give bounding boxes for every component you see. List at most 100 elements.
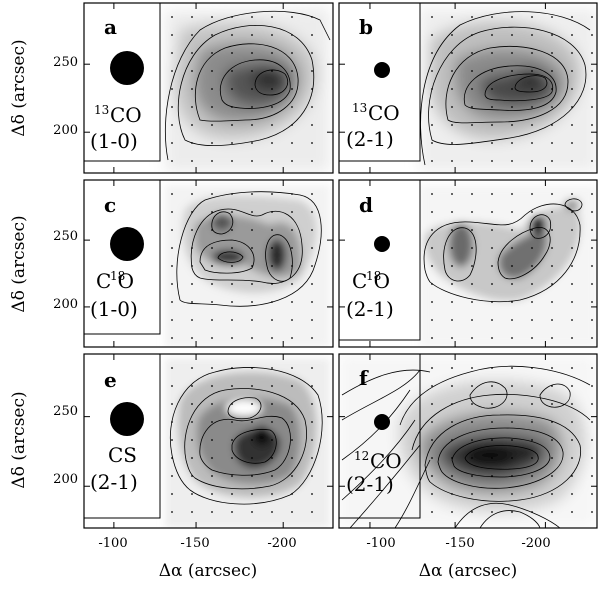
grid-dot (251, 34, 253, 36)
grid-dot (191, 319, 193, 321)
grid-dot (511, 193, 513, 195)
grid-dot (231, 106, 233, 108)
grid-dot (451, 88, 453, 90)
grid-dot (511, 493, 513, 495)
grid-dot (311, 265, 313, 267)
grid-dot (511, 457, 513, 459)
grid-dot (551, 283, 553, 285)
grid-dot (291, 211, 293, 213)
grid-dot (491, 457, 493, 459)
grid-dot (311, 319, 313, 321)
grid-dot (231, 193, 233, 195)
grid-dot (431, 403, 433, 405)
grid-dot (191, 301, 193, 303)
grid-dot (251, 475, 253, 477)
grid-dot (171, 301, 173, 303)
grid-dot (271, 385, 273, 387)
grid-dot (431, 124, 433, 126)
grid-dot (531, 439, 533, 441)
grid-dot (551, 367, 553, 369)
grid-dot (571, 88, 573, 90)
grid-dot (251, 16, 253, 18)
grid-dot (531, 301, 533, 303)
panel-b (338, 2, 598, 174)
grid-dot (491, 385, 493, 387)
grid-dot (271, 16, 273, 18)
grid-dot (271, 421, 273, 423)
grid-dot (451, 142, 453, 144)
grid-dot (211, 265, 213, 267)
grid-dot (191, 385, 193, 387)
grid-dot (231, 70, 233, 72)
grid-dot (311, 193, 313, 195)
beam-d (374, 236, 390, 252)
grid-dot (231, 301, 233, 303)
grid-dot (251, 319, 253, 321)
panel-b-label: b (359, 15, 373, 39)
panel-b-species: 13 CO (2-1) (346, 101, 400, 151)
grid-dot (511, 52, 513, 54)
grid-dot (591, 211, 593, 213)
xtick-right-neg150: -150 (445, 536, 474, 551)
grid-dot (511, 211, 513, 213)
grid-dot (311, 160, 313, 162)
grid-dot (571, 160, 573, 162)
grid-dot (571, 211, 573, 213)
grid-dot (551, 475, 553, 477)
grid-dot (511, 229, 513, 231)
grid-dot (551, 493, 553, 495)
grid-dot (491, 403, 493, 405)
grid-dot (431, 88, 433, 90)
grid-dot (231, 265, 233, 267)
grid-dot (571, 34, 573, 36)
panel-b-isotope: 13 (352, 101, 367, 115)
grid-dot (451, 337, 453, 339)
grid-dot (171, 403, 173, 405)
grid-dot (431, 337, 433, 339)
grid-dot (271, 265, 273, 267)
grid-dot (251, 106, 253, 108)
grid-dot (591, 385, 593, 387)
ytick-e-200: 200 (53, 472, 78, 487)
grid-dot (591, 142, 593, 144)
grid-dot (171, 52, 173, 54)
grid-dot (251, 88, 253, 90)
panel-a-molecule: CO (110, 103, 142, 127)
grid-dot (211, 106, 213, 108)
grid-dot (311, 421, 313, 423)
grid-dot (471, 142, 473, 144)
grid-dot (511, 421, 513, 423)
grid-dot (491, 283, 493, 285)
grid-dot (591, 265, 593, 267)
grid-dot (531, 124, 533, 126)
panel-d-label: d (359, 193, 373, 217)
grid-dot (231, 142, 233, 144)
grid-dot (491, 229, 493, 231)
grid-dot (451, 367, 453, 369)
grid-dot (291, 229, 293, 231)
grid-dot (571, 403, 573, 405)
grid-dot (171, 493, 173, 495)
grid-dot (231, 16, 233, 18)
grid-dot (451, 475, 453, 477)
grid-dot (191, 511, 193, 513)
grid-dot (231, 52, 233, 54)
grid-dot (271, 337, 273, 339)
ytick-e-250: 250 (53, 404, 78, 419)
grid-dot (471, 457, 473, 459)
grid-dot (211, 160, 213, 162)
grid-dot (231, 421, 233, 423)
beam-a (110, 51, 144, 85)
xlabel-left: Δα (arcsec) (159, 561, 258, 581)
grid-dot (551, 301, 553, 303)
grid-dot (571, 16, 573, 18)
grid-dot (211, 511, 213, 513)
grid-dot (431, 385, 433, 387)
grid-dot (571, 511, 573, 513)
grid-dot (451, 211, 453, 213)
grid-dot (431, 319, 433, 321)
grid-dot (291, 403, 293, 405)
grid-dot (491, 301, 493, 303)
grid-dot (591, 34, 593, 36)
